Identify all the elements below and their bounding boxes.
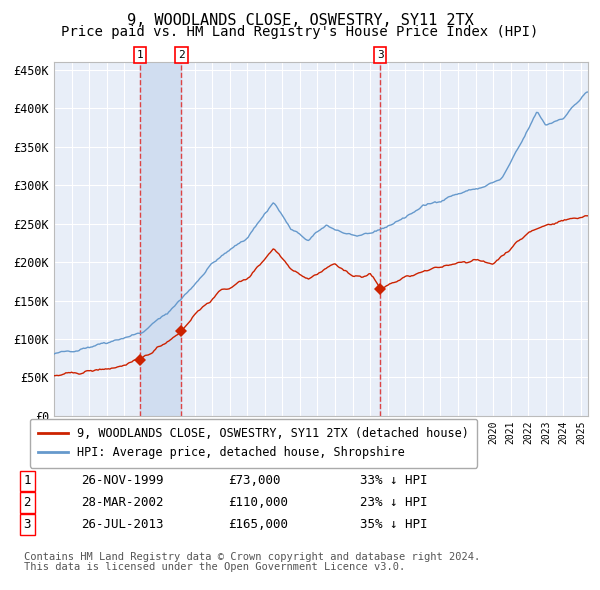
Text: 2: 2 (178, 50, 185, 60)
Text: Contains HM Land Registry data © Crown copyright and database right 2024.: Contains HM Land Registry data © Crown c… (24, 552, 480, 562)
Text: 2: 2 (23, 496, 31, 509)
Text: 1: 1 (137, 50, 143, 60)
Text: 9, WOODLANDS CLOSE, OSWESTRY, SY11 2TX: 9, WOODLANDS CLOSE, OSWESTRY, SY11 2TX (127, 13, 473, 28)
Text: 26-NOV-1999: 26-NOV-1999 (81, 474, 163, 487)
Bar (140, 62, 181, 416)
Text: 3: 3 (23, 518, 31, 531)
Text: 28-MAR-2002: 28-MAR-2002 (81, 496, 163, 509)
Text: Price paid vs. HM Land Registry's House Price Index (HPI): Price paid vs. HM Land Registry's House … (61, 25, 539, 39)
Text: 1: 1 (23, 474, 31, 487)
Legend: 9, WOODLANDS CLOSE, OSWESTRY, SY11 2TX (detached house), HPI: Average price, det: 9, WOODLANDS CLOSE, OSWESTRY, SY11 2TX (… (30, 418, 477, 468)
Text: 23% ↓ HPI: 23% ↓ HPI (360, 496, 427, 509)
Text: This data is licensed under the Open Government Licence v3.0.: This data is licensed under the Open Gov… (24, 562, 405, 572)
Text: 26-JUL-2013: 26-JUL-2013 (81, 518, 163, 531)
Text: £165,000: £165,000 (228, 518, 288, 531)
Text: £110,000: £110,000 (228, 496, 288, 509)
Text: 33% ↓ HPI: 33% ↓ HPI (360, 474, 427, 487)
Text: 3: 3 (377, 50, 383, 60)
Text: £73,000: £73,000 (228, 474, 281, 487)
Text: 35% ↓ HPI: 35% ↓ HPI (360, 518, 427, 531)
